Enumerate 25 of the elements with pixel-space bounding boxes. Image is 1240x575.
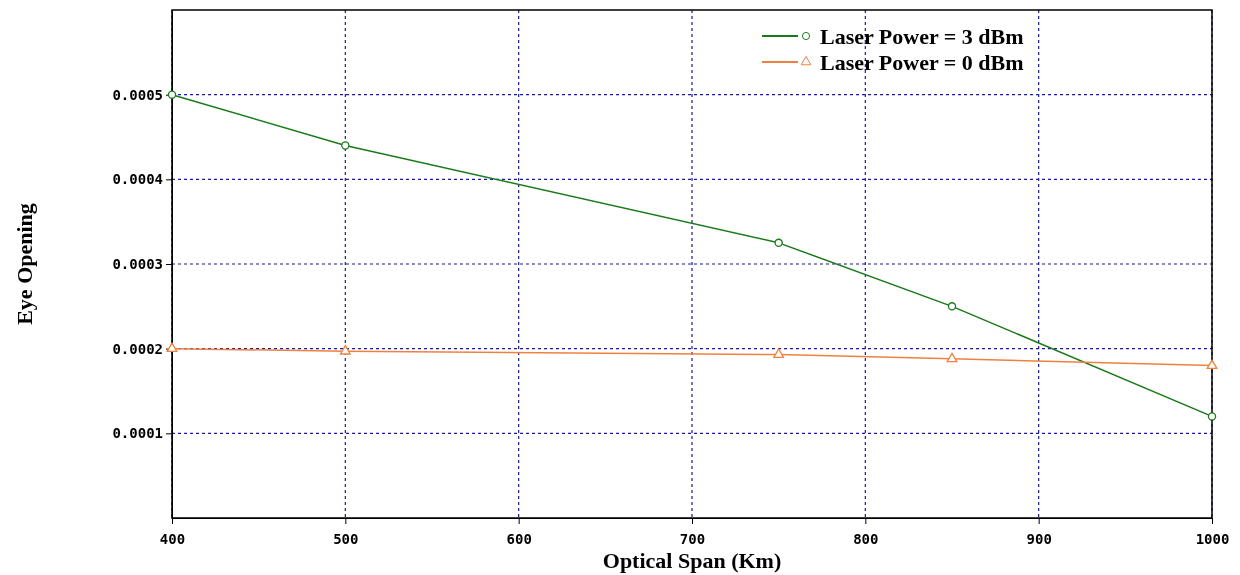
x-tick-label: 400 <box>159 530 186 547</box>
point <box>167 90 177 99</box>
point <box>774 238 783 248</box>
legend-label: Laser Power = 0 dBm <box>820 49 1024 75</box>
legend-label: Laser Power = 3 dBm <box>820 23 1024 49</box>
x-tick-label: 900 <box>1026 530 1052 547</box>
x-tick-label: 1000 <box>1195 530 1230 547</box>
point <box>1206 359 1218 370</box>
point <box>341 141 350 150</box>
x-tick-label: 800 <box>853 530 879 547</box>
x-tick-label: 500 <box>333 530 359 547</box>
point <box>947 302 957 311</box>
point <box>339 345 351 355</box>
y-tick-label: 0.0001 <box>112 425 163 442</box>
y-tick-label: 0.0002 <box>112 340 163 357</box>
y-tick-label: 0.0003 <box>112 255 163 272</box>
point <box>1207 412 1217 421</box>
x-tick-label: 600 <box>506 530 532 547</box>
y-tick-label: 0.0004 <box>112 171 163 188</box>
x-axis-title: Optical Span (Km) <box>602 548 782 573</box>
point <box>946 352 958 363</box>
x-tick-label: 700 <box>679 530 706 547</box>
y-axis-title: Eye Opening <box>12 203 37 325</box>
y-tick-label: 0.0005 <box>112 86 163 103</box>
point <box>773 348 785 359</box>
